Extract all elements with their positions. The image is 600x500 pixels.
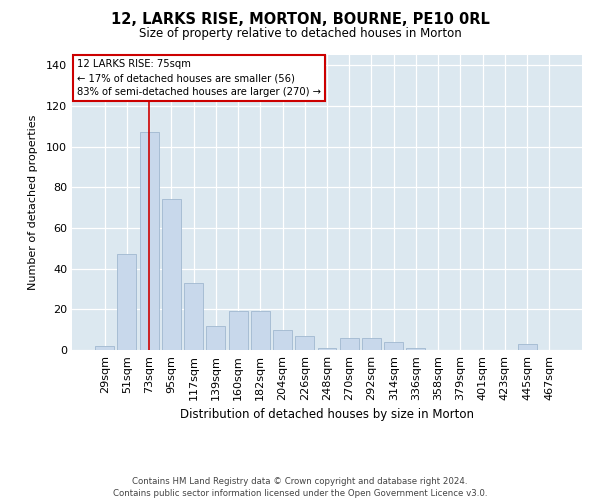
Text: 12 LARKS RISE: 75sqm
← 17% of detached houses are smaller (56)
83% of semi-detac: 12 LARKS RISE: 75sqm ← 17% of detached h… <box>77 60 321 98</box>
Bar <box>229 312 248 350</box>
Bar <box>317 348 337 350</box>
Bar <box>251 312 270 350</box>
Bar <box>273 330 292 350</box>
Bar <box>184 283 203 350</box>
Bar <box>384 342 403 350</box>
Bar <box>340 338 359 350</box>
Text: 12, LARKS RISE, MORTON, BOURNE, PE10 0RL: 12, LARKS RISE, MORTON, BOURNE, PE10 0RL <box>110 12 490 28</box>
Bar <box>518 344 536 350</box>
Text: Contains HM Land Registry data © Crown copyright and database right 2024.
Contai: Contains HM Land Registry data © Crown c… <box>113 476 487 498</box>
X-axis label: Distribution of detached houses by size in Morton: Distribution of detached houses by size … <box>180 408 474 422</box>
Bar <box>140 132 158 350</box>
Text: Size of property relative to detached houses in Morton: Size of property relative to detached ho… <box>139 28 461 40</box>
Bar <box>206 326 225 350</box>
Y-axis label: Number of detached properties: Number of detached properties <box>28 115 38 290</box>
Bar <box>95 346 114 350</box>
Bar <box>118 254 136 350</box>
Bar <box>162 200 181 350</box>
Bar <box>295 336 314 350</box>
Bar <box>406 348 425 350</box>
Bar <box>362 338 381 350</box>
